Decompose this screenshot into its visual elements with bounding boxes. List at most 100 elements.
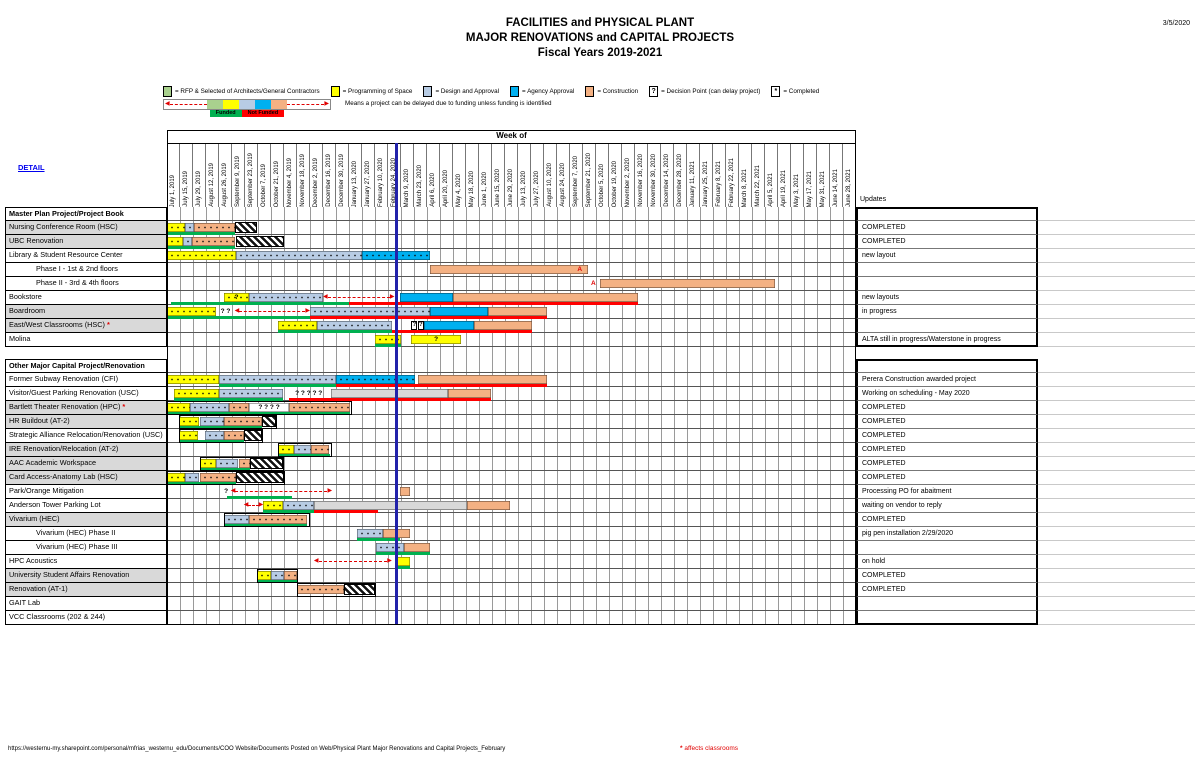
date-column: May 3, 2021 — [791, 144, 804, 207]
hatched-bar — [235, 472, 284, 483]
date-label: June 14, 2021 — [832, 168, 839, 207]
yellow-mini-swatch-icon — [223, 100, 239, 109]
gantt-bar-construction — [488, 307, 547, 316]
completed-outline-box — [167, 470, 286, 485]
filler — [1038, 333, 1195, 347]
affects-classrooms-asterisk: * — [120, 402, 126, 411]
project-name: GAIT Lab — [9, 598, 41, 607]
update-cell: in progress — [856, 305, 1038, 319]
row-timeline — [167, 456, 856, 471]
legend-item: = Agency Approval — [509, 86, 574, 97]
date-label: August 26, 2019 — [221, 163, 228, 207]
gantt-bar-construction — [191, 237, 235, 246]
row-label: Visitor/Guest Parking Renovation (USC) — [5, 387, 167, 401]
filler — [1038, 583, 1195, 597]
row-timeline: A — [167, 263, 856, 277]
row-timeline — [167, 582, 856, 597]
update-cell: COMPLETED — [856, 471, 1038, 485]
gantt-bar-construction — [194, 223, 235, 232]
page-title-line3: Fiscal Years 2019-2021 — [537, 47, 663, 59]
row-label: IRE Renovation/Relocation (AT-2) — [5, 443, 167, 457]
date-label: July 13, 2020 — [520, 171, 527, 207]
filler — [1038, 429, 1195, 443]
date-column: May 4, 2020 — [453, 144, 466, 207]
project-name: Phase I - 1st & 2nd floors — [36, 264, 118, 273]
filler — [1038, 319, 1195, 333]
gantt-bar-yellow: ? — [224, 293, 249, 302]
date-column: September 21, 2020 — [583, 144, 596, 207]
filler — [1038, 359, 1195, 373]
rfp-mini-swatch-icon — [207, 100, 223, 109]
row-label: Library & Student Resource Center — [5, 249, 167, 263]
gantt-bar-design — [199, 417, 225, 426]
date-column: June 15, 2020 — [492, 144, 505, 207]
arrow-right-icon: ▶ — [387, 558, 392, 564]
project-row: UBC Renovation COMPLETED — [5, 235, 1195, 249]
date-label: December 28, 2020 — [676, 154, 683, 207]
date-column: June 28, 2021 — [843, 144, 856, 207]
arrow-left-icon: ◀ — [243, 502, 249, 508]
project-row: Park/Orange Mitigation? ◀ ▶ Processing PO f… — [5, 485, 1195, 499]
not-funded-underline — [349, 302, 638, 305]
gantt-bar-design — [219, 389, 283, 398]
filler — [1038, 513, 1195, 527]
row-timeline: ? ? ◀ ▶ — [167, 305, 856, 319]
date-column: June 1, 2020 — [479, 144, 492, 207]
update-cell: COMPLETED — [856, 429, 1038, 443]
gantt-bar-yellow — [167, 237, 183, 246]
date-label: August 24, 2020 — [559, 163, 566, 207]
funding-swatches — [207, 100, 287, 109]
update-cell: pig pen installation 2/29/2020 — [856, 527, 1038, 541]
not-funded-underline — [391, 330, 533, 333]
update-cell: waiting on vendor to reply — [856, 499, 1038, 513]
gantt-bar-yellow — [256, 571, 271, 580]
row-label: Boardroom — [5, 305, 167, 319]
gantt-bar-construction — [289, 403, 351, 412]
row-timeline — [167, 527, 856, 541]
gantt-bar-design — [235, 251, 362, 260]
project-row: HPC Acoustics ◀ ▶ on hold — [5, 555, 1195, 569]
date-column: September 9, 2019 — [232, 144, 245, 207]
row-timeline — [167, 414, 856, 429]
project-row: Visitor/Guest Parking Renovation (USC) ? … — [5, 387, 1195, 401]
gantt-bar-white: ? ? ? ? — [248, 403, 290, 412]
detail-link[interactable]: DETAIL — [18, 163, 45, 172]
row-label: Anderson Tower Parking Lot — [5, 499, 167, 513]
section-chart-cell — [167, 359, 856, 373]
funded-underline — [277, 454, 330, 457]
row-label: HPC Acoustics — [5, 555, 167, 569]
date-label: October 5, 2020 — [598, 163, 605, 207]
row-timeline: ? ◀ ▶ — [167, 485, 856, 499]
section-header-row: Other Major Capital Project/Renovation — [5, 359, 1195, 373]
row-timeline — [167, 442, 856, 457]
gantt-bar-design — [216, 459, 239, 468]
funding-legend: ◀ ▶ Funded Not Funded Means a project ca… — [163, 99, 903, 117]
filler — [1038, 555, 1195, 569]
hatched-bar — [235, 236, 284, 247]
date-label: May 3, 2021 — [793, 173, 800, 207]
chart-marker: ? ? — [220, 308, 231, 315]
update-cell: COMPLETED — [856, 583, 1038, 597]
funded-underline — [263, 510, 314, 513]
gantt-bar-design — [185, 473, 200, 482]
gantt-bar-design — [185, 223, 195, 232]
update-cell — [856, 611, 1038, 625]
chart-marker: A — [577, 266, 583, 273]
date-label: June 15, 2020 — [494, 168, 501, 207]
gantt-bar-gray — [330, 389, 448, 398]
project-row: Strategic Alliance Relocation/Renovation… — [5, 428, 1195, 443]
date-label: October 7, 2019 — [260, 163, 267, 207]
chart-marker: A — [591, 280, 596, 287]
update-cell — [856, 263, 1038, 277]
project-row: Bartlett Theater Renovation (HPC) * ? ? ?… — [5, 400, 1195, 415]
funded-underline — [167, 316, 310, 319]
delay-arrow: ◀ ▶ — [231, 487, 332, 496]
date-column: May 31, 2021 — [817, 144, 830, 207]
funded-underline — [173, 398, 283, 401]
update-cell — [856, 597, 1038, 611]
dashed-line — [248, 505, 259, 506]
update-cell: COMPLETED — [856, 569, 1038, 583]
date-column: January 13, 2020 — [349, 144, 362, 207]
arrow-right-icon: ▶ — [258, 502, 264, 508]
project-name: IRE Renovation/Relocation (AT-2) — [9, 444, 119, 453]
